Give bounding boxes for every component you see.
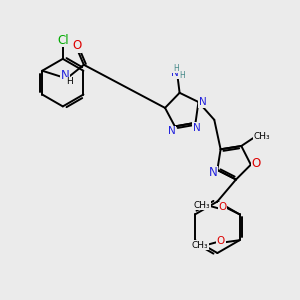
Text: CH₃: CH₃	[192, 241, 208, 250]
Text: O: O	[219, 202, 227, 212]
Text: Cl: Cl	[57, 34, 69, 46]
Text: N: N	[168, 126, 176, 136]
Text: N: N	[193, 123, 200, 133]
Text: H: H	[180, 71, 185, 80]
Text: N: N	[61, 69, 69, 82]
Text: O: O	[72, 40, 82, 52]
Text: H: H	[67, 77, 73, 86]
Text: O: O	[217, 236, 225, 246]
Text: CH₃: CH₃	[254, 132, 270, 141]
Text: N: N	[199, 97, 206, 107]
Text: N: N	[171, 68, 178, 78]
Text: N: N	[209, 167, 218, 179]
Text: O: O	[251, 157, 260, 170]
Text: CH₃: CH₃	[194, 201, 210, 210]
Text: H: H	[173, 64, 178, 73]
